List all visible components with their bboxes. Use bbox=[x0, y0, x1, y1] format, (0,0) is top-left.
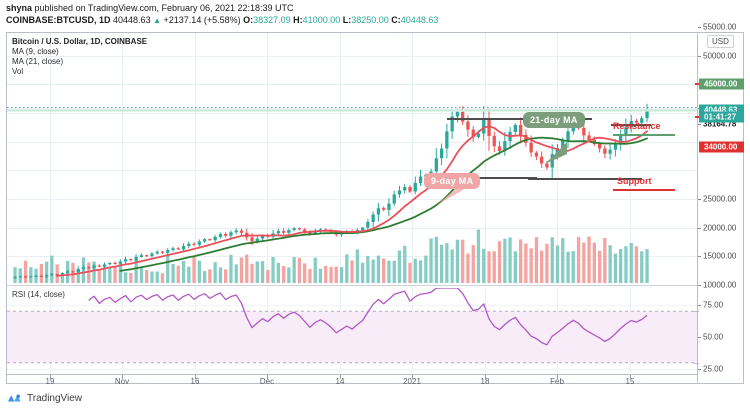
currency-badge: USD bbox=[707, 35, 734, 48]
time-tick-label: 16 bbox=[190, 377, 200, 386]
support-label: Support bbox=[617, 176, 652, 186]
legend-vol: Vol bbox=[12, 67, 24, 76]
price-axis[interactable]: USD 55000.00 50000.00 25000.00 20000.00 … bbox=[694, 23, 744, 383]
up-arrow-icon: ▲ bbox=[153, 16, 162, 25]
rsi-band-edge-mark bbox=[694, 311, 699, 313]
time-tick-mark bbox=[195, 375, 196, 379]
time-tick-mark bbox=[412, 375, 413, 379]
open-label: O: bbox=[243, 15, 254, 25]
close-label: C: bbox=[391, 15, 401, 25]
time-tick-label: Dec bbox=[259, 377, 275, 386]
tradingview-logo-icon bbox=[8, 394, 21, 402]
price-tick-mark bbox=[698, 55, 701, 57]
high-label: H: bbox=[293, 15, 303, 25]
countdown-badge[interactable]: 01:41:27 bbox=[699, 111, 744, 123]
close-value: 40448.63 bbox=[400, 15, 439, 25]
publish-datetime: February 06, 2021 22:18:39 UTC bbox=[161, 3, 294, 13]
legend-ma21: MA (21, close) bbox=[12, 57, 64, 66]
rsi-legend: RSI (14, close) bbox=[12, 290, 65, 299]
channel-top-line-left bbox=[447, 118, 592, 120]
ma9-callout: 9-day MA bbox=[424, 173, 481, 189]
rsi-band-edge-mark bbox=[694, 362, 699, 364]
resistance-label: Resistance bbox=[613, 121, 661, 131]
time-axis[interactable]: 19 Nov 16 Dec 14 2021 18 Feb 15 bbox=[7, 374, 697, 386]
rsi-tick-label: 50.00 bbox=[703, 332, 724, 342]
time-tick-mark bbox=[340, 375, 341, 379]
time-tick-mark bbox=[267, 375, 268, 379]
channel-top-line-right bbox=[611, 124, 651, 126]
rsi-tick-mark bbox=[698, 336, 701, 338]
high-value: 41000.00 bbox=[302, 15, 341, 25]
rsi-pane[interactable]: RSI (14, close) bbox=[7, 288, 697, 373]
price-gridlines bbox=[7, 33, 697, 283]
price-tick-mark bbox=[698, 123, 701, 125]
rsi-tick-mark bbox=[698, 369, 701, 371]
support-price-badge[interactable]: 34000.00 bbox=[699, 141, 744, 153]
legend-title: Bitcoin / U.S. Dollar, 1D, COINBASE bbox=[12, 37, 148, 46]
time-tick-mark bbox=[50, 375, 51, 379]
price-marker-label: 38164.78 bbox=[703, 119, 737, 128]
price-change: +2137.14 (+5.58%) bbox=[163, 15, 241, 25]
price-tick-label: 55000.00 bbox=[703, 22, 737, 32]
price-tick-mark bbox=[698, 27, 701, 28]
time-tick-label: 15 bbox=[625, 377, 635, 386]
low-value: 38250.00 bbox=[351, 15, 389, 25]
time-tick-label: 14 bbox=[335, 377, 345, 386]
last-price-badge[interactable]: 40448.63 bbox=[699, 104, 744, 116]
footer-brand[interactable]: TradingView bbox=[7, 392, 82, 404]
chart-frame[interactable]: Bitcoin / U.S. Dollar, 1D, COINBASE MA (… bbox=[6, 23, 744, 386]
rsi-plot bbox=[7, 288, 697, 364]
legend-ma9: MA (9, close) bbox=[12, 47, 59, 56]
price-tick-label: 25000.00 bbox=[703, 194, 737, 204]
time-tick-mark bbox=[557, 375, 558, 379]
last-price: 40448.63 bbox=[113, 15, 151, 25]
price-tick-mark bbox=[698, 227, 701, 229]
resistance-price-badge[interactable]: 45000.00 bbox=[699, 78, 744, 90]
time-tick-mark bbox=[122, 375, 123, 379]
time-tick-label: Feb bbox=[550, 377, 564, 386]
open-value: 38327.09 bbox=[253, 15, 291, 25]
channel-bottom-line-right bbox=[528, 178, 642, 180]
publish-line: shyna published on TradingView.com, Febr… bbox=[6, 3, 438, 14]
ma21-callout: 21-day MA bbox=[523, 112, 585, 128]
rsi-tick-label: 75.00 bbox=[703, 300, 724, 310]
price-tick-mark bbox=[698, 199, 701, 200]
resistance-underline bbox=[613, 134, 675, 136]
time-tick-label: 2021 bbox=[403, 377, 421, 386]
rsi-tick-label: 25.00 bbox=[703, 364, 724, 374]
price-tick-label: 20000.00 bbox=[703, 223, 737, 233]
rsi-tick-mark bbox=[698, 304, 701, 306]
support-edge-mark bbox=[695, 116, 699, 118]
quote-line: COINBASE:BTCUSD, 1D 40448.63 ▲ +2137.14 … bbox=[6, 14, 438, 27]
support-underline bbox=[613, 189, 675, 191]
price-tick-mark bbox=[698, 285, 701, 286]
channel-bottom-line-left bbox=[447, 177, 537, 179]
publish-text: published on TradingView.com, bbox=[34, 3, 159, 13]
chart-header: shyna published on TradingView.com, Febr… bbox=[6, 3, 438, 27]
time-tick-label: Nov bbox=[114, 377, 130, 386]
price-legend: Bitcoin / U.S. Dollar, 1D, COINBASE MA (… bbox=[12, 36, 147, 77]
price-tick-label: 10000.00 bbox=[703, 280, 737, 290]
resistance-edge-mark bbox=[695, 83, 699, 86]
time-tick-label: 18 bbox=[480, 377, 490, 386]
price-pane[interactable]: Bitcoin / U.S. Dollar, 1D, COINBASE MA (… bbox=[7, 33, 697, 283]
time-tick-mark bbox=[630, 375, 631, 379]
price-tick-label: 50000.00 bbox=[703, 51, 737, 61]
price-tick-mark bbox=[698, 256, 701, 258]
brand-name: TradingView bbox=[27, 392, 83, 404]
low-label: L: bbox=[342, 15, 352, 25]
symbol-label: COINBASE:BTCUSD, 1D bbox=[6, 15, 111, 25]
time-tick-mark bbox=[485, 375, 486, 379]
pane-separator bbox=[7, 285, 697, 286]
author-name: shyna bbox=[6, 3, 33, 13]
time-tick-label: 19 bbox=[45, 377, 55, 386]
price-tick-label: 15000.00 bbox=[703, 251, 737, 261]
